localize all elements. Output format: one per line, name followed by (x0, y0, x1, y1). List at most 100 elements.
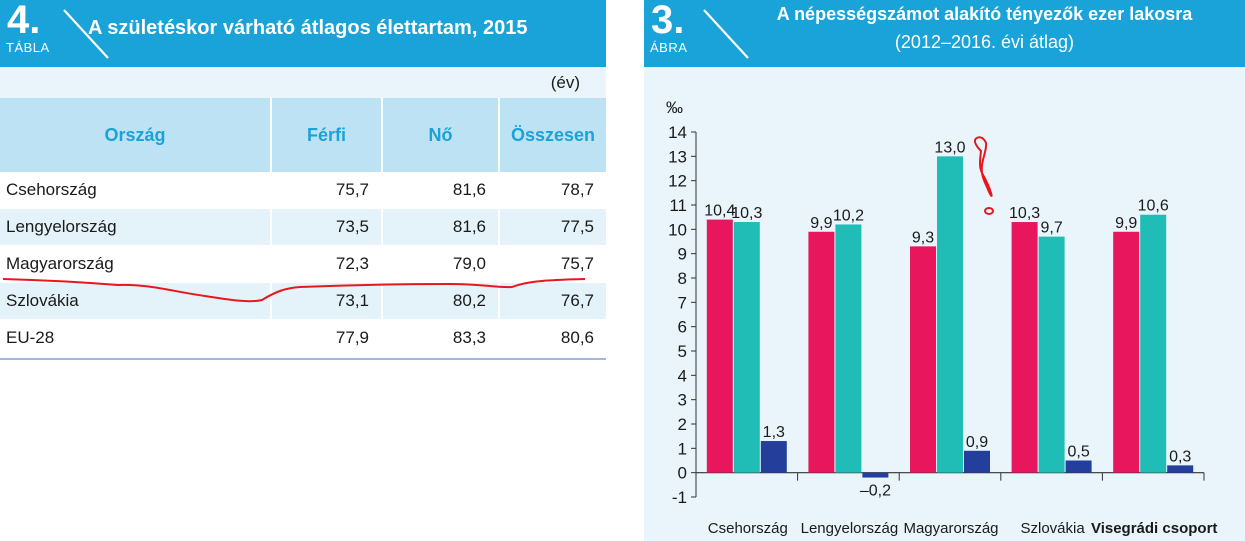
bar-value-label: 9,7 (1040, 220, 1062, 237)
female-value-cell: 80,2 (383, 283, 498, 319)
bar-series1-0 (706, 219, 733, 473)
bar-series1-4 (1113, 231, 1140, 473)
header-total: Összesen (500, 98, 606, 172)
figure-banner: 3. ÁBRA A népességszámot alakító tényező… (644, 0, 1245, 67)
table-number: 4. (7, 0, 41, 42)
y-tick-label: 3 (678, 391, 687, 410)
banner-slash-icon (63, 9, 109, 59)
handwritten-underline-annotation (2, 278, 586, 303)
y-tick-label: 7 (678, 293, 687, 312)
female-value-cell: 81,6 (383, 209, 498, 245)
life-expectancy-table-panel: 4. TÁBLA A születéskor várható átlagos é… (0, 0, 606, 541)
header-country: Ország (0, 98, 270, 172)
bar-series3-3 (1065, 460, 1092, 473)
y-tick-label: 11 (669, 196, 687, 215)
bar-value-label: 13,0 (934, 139, 965, 156)
total-value-cell: 76,7 (500, 283, 606, 319)
country-cell: EU-28 (6, 328, 55, 347)
bar-value-label: 9,9 (810, 215, 832, 232)
country-cell: Csehország (6, 180, 97, 199)
bar-series3-4 (1167, 465, 1194, 473)
y-tick-label: 4 (678, 366, 687, 385)
bar-value-label: 9,9 (1115, 215, 1137, 232)
handwritten-annotation-dot (984, 207, 994, 215)
bar-chart: ‰-10123456789101112131410,410,31,3Csehor… (666, 98, 1217, 537)
unit-row: (év) (0, 67, 606, 98)
bar-series1-2 (910, 246, 936, 473)
bar-series1-3 (1011, 222, 1038, 473)
male-value-cell: 72,3 (335, 254, 369, 273)
bar-series2-2 (937, 156, 963, 473)
table-row: EU-28 77,9 83,3 80,6 (0, 320, 606, 357)
table-row: Csehország 75,7 81,6 78,7 (0, 172, 606, 209)
country-cell: Magyarország (6, 254, 114, 273)
bar-value-label: 10,6 (1138, 198, 1169, 215)
figure-title: A népességszámot alakító tényezők ezer l… (776, 4, 1193, 24)
bar-series2-4 (1140, 214, 1167, 473)
y-tick-label: 5 (678, 342, 687, 361)
bar-value-label: 10,3 (1009, 205, 1040, 222)
bar-value-label: 0,9 (966, 434, 988, 451)
table-row: Szlovákia 73,1 80,2 76,7 (0, 283, 606, 320)
figure-subtitle: (2012–2016. évi átlag) (894, 32, 1075, 52)
male-value-cell: 75,7 (335, 180, 369, 199)
bar-series2-3 (1038, 236, 1065, 473)
y-tick-label: -1 (672, 488, 687, 507)
handwritten-annotation (973, 136, 993, 197)
bar-value-label: 10,3 (731, 205, 762, 222)
x-category-label: Szlovákia (1020, 520, 1085, 537)
table-bottom-rule (0, 358, 606, 360)
y-tick-label: 8 (678, 269, 687, 288)
table-unit: (év) (550, 73, 580, 92)
y-axis-unit-label: ‰ (666, 98, 683, 117)
bar-series3-0 (760, 441, 787, 473)
bar-value-label: 0,5 (1067, 444, 1089, 461)
y-tick-label: 14 (668, 123, 687, 142)
x-category-label: Visegrádi csoport (1091, 520, 1217, 537)
table-row: Lengyelország 73,5 81,6 77,5 (0, 209, 606, 246)
x-category-label: Lengyelország (801, 520, 899, 537)
male-value-cell: 77,9 (335, 328, 369, 347)
country-cell: Lengyelország (0, 209, 270, 245)
bar-value-label: 10,2 (833, 207, 864, 224)
bar-value-label: 1,3 (763, 424, 785, 441)
figure-number: 3. (651, 0, 685, 42)
header-male: Férfi (272, 98, 381, 172)
y-tick-label: 10 (668, 220, 687, 239)
table-row: Magyarország 72,3 79,0 75,7 (0, 246, 606, 283)
bar-series2-1 (835, 224, 862, 473)
total-value-cell: 78,7 (560, 180, 594, 199)
bar-value-label: 9,3 (912, 229, 934, 246)
table-header: Ország Férfi Nő Összesen (0, 98, 606, 172)
header-female: Nő (383, 98, 498, 172)
population-factors-figure-panel: 3. ÁBRA A népességszámot alakító tényező… (644, 0, 1245, 541)
bar-series3-2 (964, 450, 990, 473)
table-banner: 4. TÁBLA A születéskor várható átlagos é… (0, 0, 606, 67)
x-category-label: Csehország (708, 520, 788, 537)
bar-value-label: 0,3 (1169, 448, 1191, 465)
y-tick-label: 1 (678, 439, 687, 458)
table-title: A születéskor várható átlagos élettartam… (88, 17, 528, 39)
female-value-cell: 79,0 (452, 254, 486, 273)
country-cell: Szlovákia (0, 283, 270, 319)
bar-series2-0 (733, 222, 760, 473)
female-value-cell: 83,3 (452, 328, 486, 347)
total-value-cell: 80,6 (560, 328, 594, 347)
bar-series1-1 (808, 231, 835, 473)
banner-slash-icon (703, 9, 749, 59)
y-tick-label: 13 (668, 147, 687, 166)
female-value-cell: 81,6 (452, 180, 486, 199)
bar-value-label: –0,2 (860, 483, 891, 500)
male-value-cell: 73,5 (272, 209, 381, 245)
total-value-cell: 75,7 (560, 254, 594, 273)
figure-label: ÁBRA (650, 40, 688, 55)
table-label: TÁBLA (6, 40, 50, 55)
y-tick-label: 6 (678, 318, 687, 337)
y-tick-label: 12 (668, 172, 687, 191)
bar-value-label: 10,4 (704, 203, 735, 220)
bar-series3-1 (862, 472, 889, 478)
male-value-cell: 73,1 (272, 283, 381, 319)
y-tick-label: 9 (678, 245, 687, 264)
x-category-label: Magyarország (903, 520, 998, 537)
total-value-cell: 77,5 (500, 209, 606, 245)
